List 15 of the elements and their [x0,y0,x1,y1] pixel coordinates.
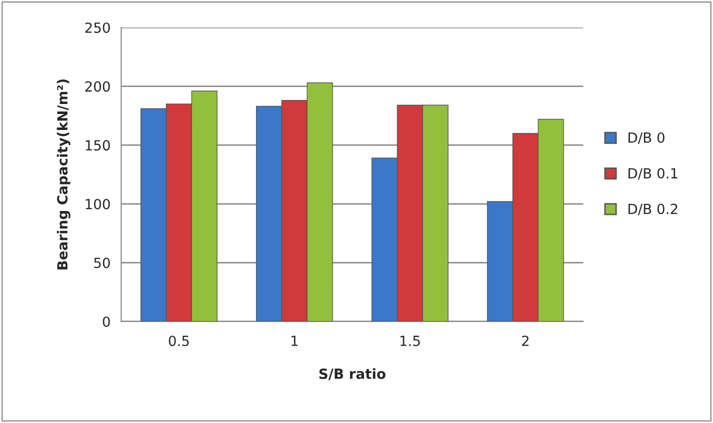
x-tick-label: 1.5 [400,336,420,346]
y-axis-title: Bearing Capacity(kN/m²) [56,79,70,270]
y-tick-label: 50 [94,258,110,268]
y-tick-label: 0 [102,316,110,327]
y-tick-label: 100 [86,198,110,210]
x-tick-label: 2 [522,336,529,346]
y-tick-label: 150 [86,140,110,151]
y-tick-label: 250 [85,22,110,33]
x-tick-label: 0.5 [168,336,189,346]
x-axis-title: S/B ratio [319,368,386,380]
y-tick-label: 200 [85,81,110,92]
legend-label: D/B 0.2 [628,204,678,216]
legend-label: D/B 0.1 [628,168,678,180]
x-tick-label: 1 [292,336,298,346]
legend-label: D/B 0 [628,132,664,144]
